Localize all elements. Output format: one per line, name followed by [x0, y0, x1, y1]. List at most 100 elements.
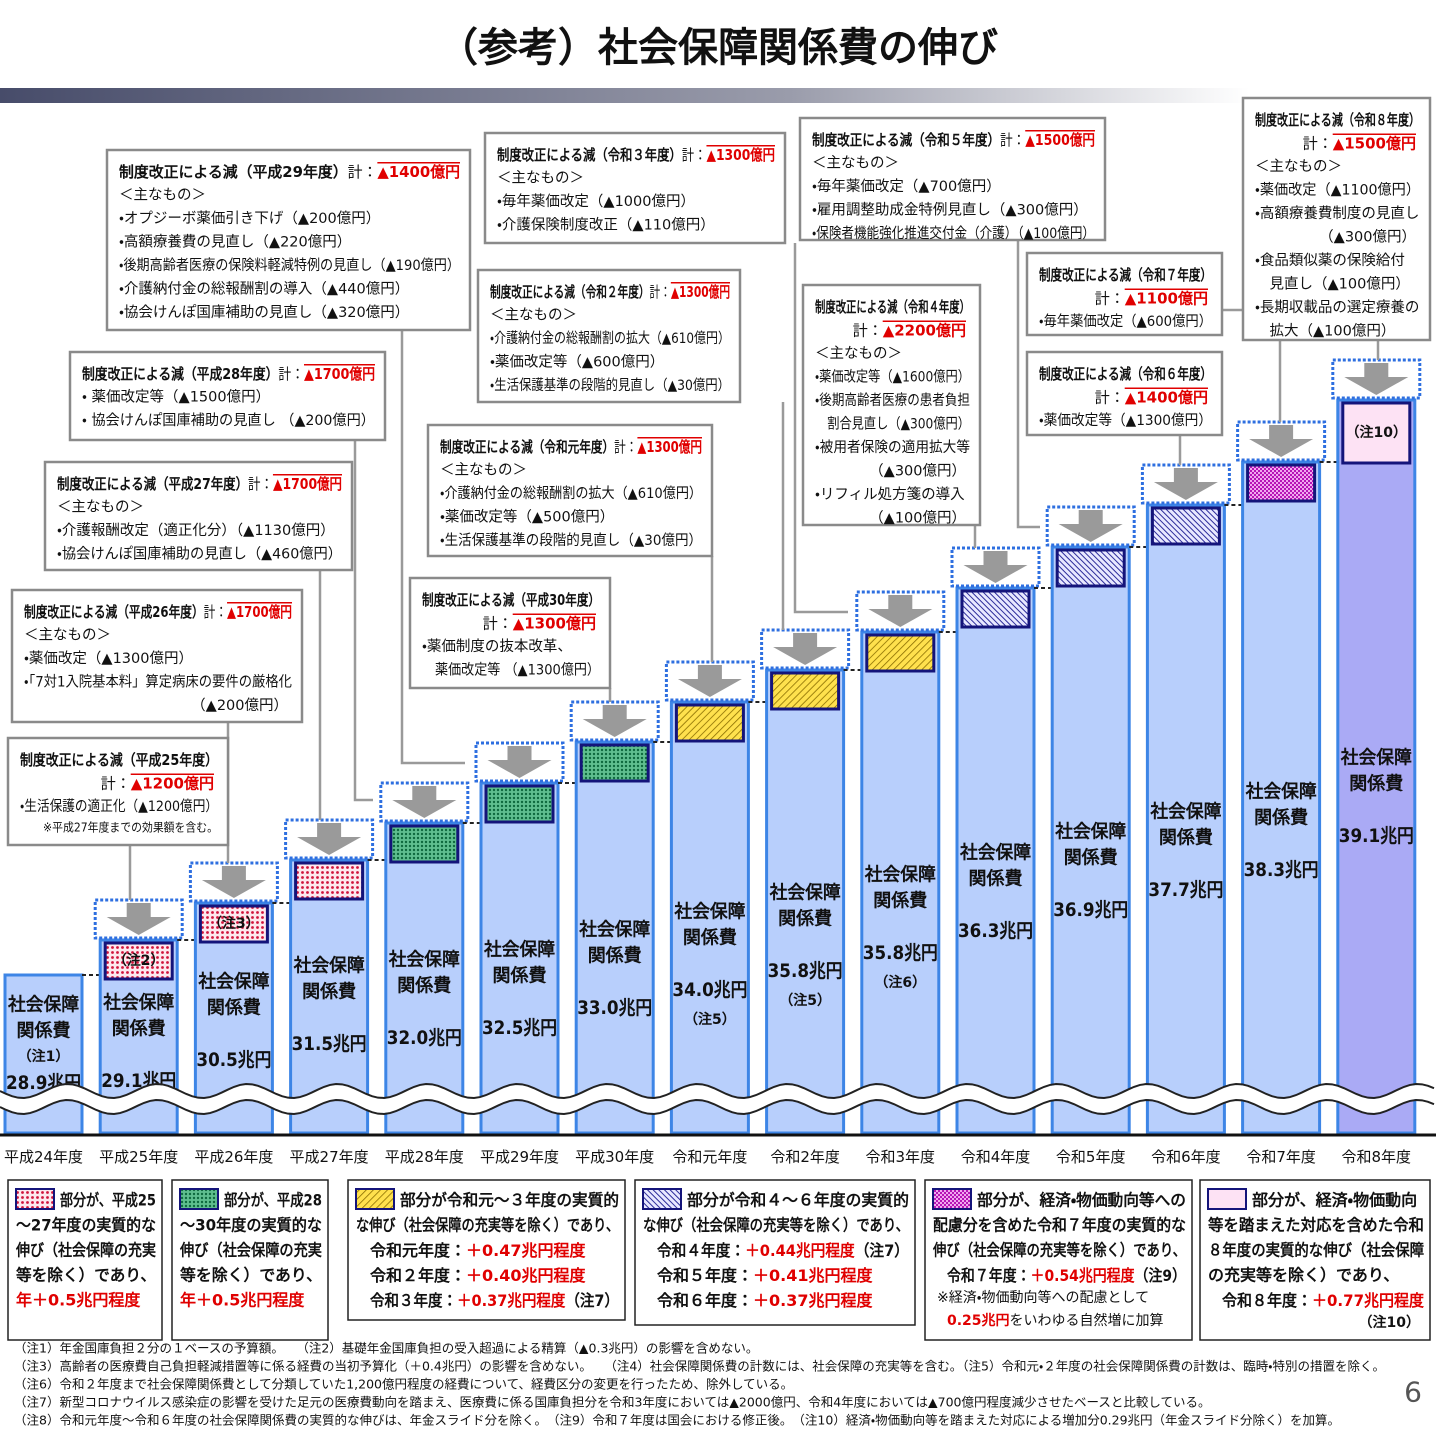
row-value: ＋0.44兆円程度: [745, 1241, 856, 1260]
connector: [400, 330, 465, 765]
row-label: 令和２年度：: [370, 1266, 466, 1285]
increase-block: [1341, 401, 1412, 465]
bar: [1050, 545, 1131, 1135]
bar-label: 社会保障: [864, 864, 936, 886]
increase-frame: [1331, 358, 1422, 400]
reduction-item: 薬価改定等 （▲1300億円）: [422, 661, 600, 679]
reduction-title: 制度改正による減（令和３年度）計：▲1300億円: [497, 146, 775, 164]
increase-block: [294, 861, 365, 901]
reduction-box: [6, 736, 230, 847]
bar: [574, 740, 655, 1135]
reduction-title: 制度改正による減（令和５年度）計：▲1500億円: [812, 131, 1095, 149]
bar-label: 関係費: [873, 890, 927, 912]
axis-break: [0, 1083, 1436, 1115]
legend-text: 伸び（社会保障の充実等を除く）であり、: [932, 1241, 1186, 1260]
total-value: ▲1500億円: [1025, 131, 1095, 149]
bar: [1336, 398, 1417, 1135]
bar-label: 社会保障: [483, 939, 555, 961]
row-label: 令和元年度：: [370, 1241, 466, 1260]
increase-frame: [188, 861, 279, 903]
reduction-title: 制度改正による減（令和６年度）: [1039, 365, 1212, 383]
total-label: 計：: [278, 365, 304, 383]
reduction-item: ・生活保護の適正化（▲1200億円）: [20, 798, 218, 815]
legend-text: 部分が令和４～６年度の実質的: [687, 1191, 909, 1210]
down-arrow: [297, 823, 362, 855]
reduction-item: ・高額療養費制度の見直し: [1255, 204, 1419, 222]
reduction-item: ＜主なもの＞: [490, 307, 577, 324]
reduction-heading: 制度改正による減（令和３年度）: [497, 146, 682, 164]
reduction-item: ＜主なもの＞: [440, 462, 527, 479]
reduction-total: 計：▲1100億円: [1095, 290, 1208, 308]
reduction-box: [1025, 350, 1224, 437]
reduction-title: 制度改正による減（令和７年度）: [1039, 266, 1212, 284]
year-label: 令和4年度: [961, 1148, 1031, 1166]
reduction-item: ・毎年薬価改定（▲700億円）: [812, 178, 1001, 195]
bar-note: （注3）: [208, 915, 260, 932]
legend-row: 令和６年度：＋0.37兆円程度: [657, 1291, 873, 1310]
reduction-item: ＜主なもの＞: [1255, 158, 1342, 175]
row-value: ＋0.77兆円程度: [1312, 1291, 1425, 1310]
reduction-box: [1241, 96, 1432, 342]
bar-label: 関係費: [17, 1020, 71, 1042]
reduction-item: ・高額療養費の見直し（▲220億円）: [119, 233, 351, 251]
footnote: （注1）年金国庫負担２分の１ベースの予算額。 （注2）基礎年金国庫負担の受入超過…: [14, 1341, 758, 1356]
row-label: 令和８年度：: [1222, 1291, 1312, 1310]
slide-title: （参考）社会保障関係費の伸び: [438, 25, 998, 71]
reduction-item: ・薬価制度の抜本改革、: [422, 638, 572, 655]
row-value: ＋0.47兆円程度: [466, 1241, 586, 1260]
bar-label: 社会保障: [1340, 747, 1412, 769]
legend-text: 伸び（社会保障の充実: [179, 1241, 322, 1260]
bar-label: 社会保障: [102, 992, 174, 1014]
bar-label: 関係費: [1159, 827, 1213, 849]
reduction-item: ・毎年薬価改定（▲600億円）: [1039, 313, 1212, 330]
bar-amount: 36.3兆円: [958, 920, 1033, 942]
reduction-item: ・介護保険制度改正（▲110億円）: [497, 217, 715, 234]
footnote: （注6）令和２年度まで社会保障関係費として分類していた1,200億円程度の経費に…: [14, 1377, 793, 1392]
bar: [765, 668, 846, 1135]
reduction-title: 制度改正による減（令和８年度）: [1255, 111, 1420, 129]
increase-block: [1150, 506, 1221, 546]
legend-text: 等を除く）であり、: [15, 1266, 156, 1285]
bar-label: 社会保障: [197, 971, 269, 993]
total-value: ▲1400億円: [377, 163, 460, 181]
reduction-item: ・ 協会けんぽ国庫補助の見直し （▲200億円）: [82, 412, 375, 429]
reduction-item: ＜主なもの＞: [119, 187, 206, 204]
reduction-box: [476, 268, 742, 404]
row-value: ＋0.40兆円程度: [466, 1266, 586, 1285]
reduction-title: 制度改正による減（令和元年度）計：▲1300億円: [440, 438, 702, 456]
bar-label: 関係費: [1254, 807, 1308, 829]
bar-amount: 32.0兆円: [387, 1027, 462, 1049]
reduction-item: ・介護納付金の総報酬割の拡大（▲610億円）: [490, 330, 730, 347]
reduction-item: ・介護報酬改定（適正化分）（▲1130億円）: [57, 522, 335, 539]
bar-amount: 31.5兆円: [292, 1033, 367, 1055]
total-label: 計：: [682, 146, 707, 164]
legend-swatch: [355, 1188, 395, 1210]
bar-label: 社会保障: [388, 949, 460, 971]
reduction-item: ・生活保護基準の段階的見直し（▲30億円）: [440, 532, 702, 549]
increase-block: [865, 633, 936, 673]
reduction-box: [798, 116, 1107, 242]
bar-label: 関係費: [207, 997, 261, 1019]
increase-frame: [1140, 463, 1231, 505]
reduction-item: ＜主なもの＞: [815, 345, 902, 362]
reduction-title: 制度改正による減（令和４年度）: [815, 298, 970, 316]
year-label: 平成27年度: [290, 1148, 369, 1166]
total-value: ▲1700億円: [227, 603, 292, 621]
increase-block: [198, 904, 269, 944]
total-value: ▲1300億円: [637, 438, 702, 456]
increase-frame: [379, 781, 470, 823]
reduction-item: ・介護納付金の総報酬割の拡大（▲610億円）: [440, 485, 702, 502]
break-gap: [0, 1085, 1436, 1113]
total-label: 計：: [1303, 135, 1333, 153]
increase-frame: [950, 546, 1041, 588]
reduction-item: ・ 薬価改定等（▲1500億円）: [82, 388, 270, 406]
total-value: ▲1500億円: [1333, 135, 1416, 153]
bar-label: 関係費: [778, 908, 832, 930]
reduction-heading: 制度改正による減（令和５年度）: [812, 131, 1000, 149]
legend-remark: ※経済・物価動向等への配慮として: [937, 1289, 1149, 1306]
row-label: 令和７年度：: [947, 1266, 1031, 1285]
reduction-item: ・雇用調整助成金特例見直し（▲300億円）: [812, 202, 1088, 219]
year-label: 令和7年度: [1246, 1148, 1316, 1166]
total-label: 計：: [204, 603, 227, 621]
